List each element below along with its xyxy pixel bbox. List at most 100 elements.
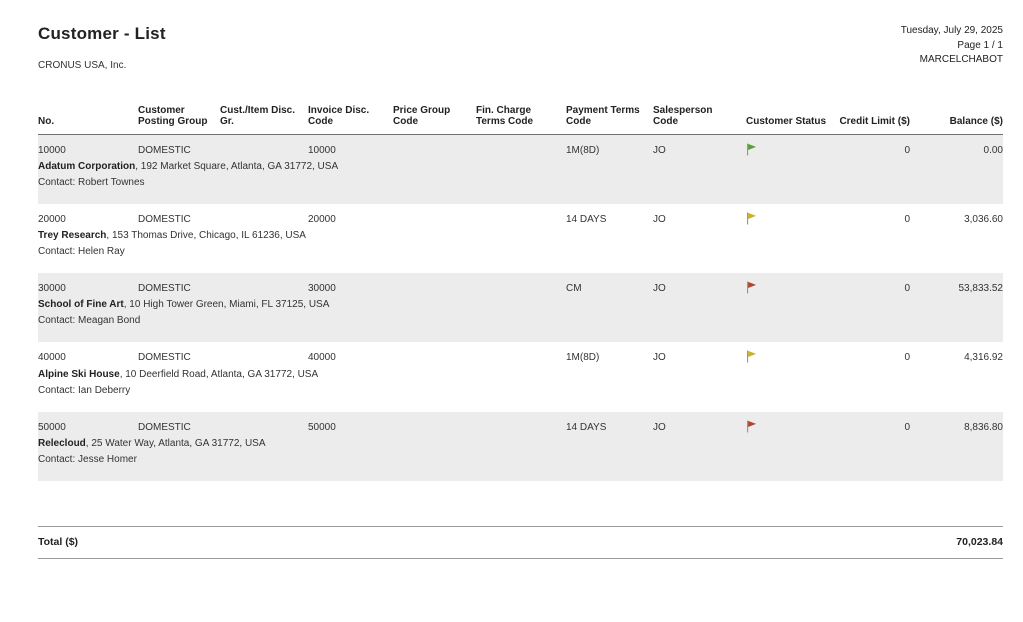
- table-header-row: No. Customer Posting Group Cust./Item Di…: [38, 105, 1003, 135]
- cell-payment-terms: 14 DAYS: [566, 214, 607, 226]
- cell-salesperson: JO: [653, 352, 666, 364]
- cell-customer-status: [746, 273, 836, 295]
- cell-price-group: [393, 204, 476, 225]
- cell-disc-gr: [220, 134, 308, 157]
- customer-row-values: 10000 DOMESTIC 10000 1M(8D) JO 0 0.00: [38, 134, 1003, 157]
- customer-name: Trey Research: [38, 230, 107, 242]
- customer-row-values: 20000 DOMESTIC 20000 14 DAYS JO 0 3,036.…: [38, 204, 1003, 225]
- customer-row-contact: Contact: Robert Townes: [38, 172, 1003, 205]
- cell-payment-terms: 1M(8D): [566, 134, 653, 157]
- cell-fin-charge: [476, 411, 566, 433]
- page-number: Page 1 / 1: [957, 39, 1003, 51]
- cell-no: 20000: [38, 214, 66, 226]
- cell-salesperson: JO: [653, 273, 746, 295]
- cell-disc-gr: [220, 273, 308, 295]
- customer-row-values: 30000 DOMESTIC 30000 CM JO 0 53,833.52: [38, 273, 1003, 295]
- cell-balance: 53,833.52: [916, 273, 1003, 295]
- col-header-balance: Balance ($): [916, 105, 1003, 135]
- cell-disc-gr: [220, 411, 308, 433]
- customer-address: , 25 Water Way, Atlanta, GA 31772, USA: [85, 437, 266, 449]
- customer-row-contact: Contact: Meagan Bond: [38, 310, 1003, 343]
- col-header-salesperson: Salesperson Code: [653, 105, 746, 135]
- cell-customer-status: [746, 134, 836, 157]
- cell-invoice-disc: 20000: [308, 214, 336, 226]
- report-user: MARCELCHABOT: [919, 54, 1003, 65]
- report-header: Customer - List CRONUS USA, Inc. Tuesday…: [38, 24, 1003, 71]
- cell-fin-charge: [476, 204, 566, 225]
- cell-payment-terms: CM: [566, 273, 653, 295]
- customer-address: , 10 High Tower Green, Miami, FL 37125, …: [123, 299, 330, 311]
- customer-row-values: 50000 DOMESTIC 50000 14 DAYS JO 0 8,836.…: [38, 411, 1003, 433]
- cell-invoice-disc: 50000: [308, 411, 393, 433]
- customer-row-name: Relecloud, 25 Water Way, Atlanta, GA 317…: [38, 432, 1003, 449]
- col-header-price-group: Price Group Code: [393, 105, 476, 135]
- status-flag-icon: [747, 350, 757, 363]
- cell-balance: 3,036.60: [964, 214, 1003, 226]
- col-header-posting-group: Customer Posting Group: [138, 105, 220, 135]
- cell-posting-group: DOMESTIC: [138, 273, 220, 295]
- cell-credit-limit: 0: [836, 134, 916, 157]
- customer-name: Relecloud: [38, 437, 86, 449]
- col-header-payment-terms: Payment Terms Code: [566, 105, 653, 135]
- cell-payment-terms: 14 DAYS: [566, 411, 653, 433]
- cell-invoice-disc: 40000: [308, 352, 336, 364]
- customer-address: , 10 Deerfield Road, Atlanta, GA 31772, …: [119, 368, 319, 380]
- cell-posting-group: DOMESTIC: [138, 134, 220, 157]
- customer-row-name: Trey Research, 153 Thomas Drive, Chicago…: [38, 225, 1003, 241]
- cell-balance: 4,316.92: [964, 352, 1003, 364]
- cell-price-group: [393, 342, 476, 363]
- cell-posting-group: DOMESTIC: [138, 411, 220, 433]
- cell-salesperson: JO: [653, 411, 746, 433]
- report-header-right: Tuesday, July 29, 2025 Page 1 / 1 MARCEL…: [901, 24, 1003, 68]
- cell-invoice-disc: 30000: [308, 273, 393, 295]
- customer-row-contact: Contact: Helen Ray: [38, 241, 1003, 273]
- customer-contact: Contact: Helen Ray: [38, 246, 125, 258]
- cell-customer-status: [746, 204, 836, 225]
- cell-fin-charge: [476, 134, 566, 157]
- status-flag-icon: [747, 212, 757, 225]
- cell-no: 40000: [38, 352, 66, 364]
- status-flag-icon: [747, 143, 757, 156]
- customer-name: School of Fine Art: [38, 299, 124, 311]
- customer-contact: Contact: Jesse Homer: [38, 448, 1003, 481]
- total-value: 70,023.84: [956, 535, 1003, 548]
- cell-posting-group: DOMESTIC: [138, 352, 191, 364]
- cell-invoice-disc: 10000: [308, 134, 393, 157]
- customer-contact: Contact: Ian Deberry: [38, 384, 131, 396]
- customer-contact: Contact: Robert Townes: [38, 172, 1003, 205]
- cell-credit-limit: 0: [836, 411, 916, 433]
- col-header-disc-gr: Cust./Item Disc. Gr.: [220, 105, 308, 135]
- customer-contact: Contact: Meagan Bond: [38, 310, 1003, 343]
- cell-payment-terms: 1M(8D): [566, 352, 600, 364]
- customer-list-table: No. Customer Posting Group Cust./Item Di…: [38, 105, 1003, 481]
- col-header-credit-limit: Credit Limit ($): [836, 105, 916, 135]
- cell-customer-status: [746, 411, 836, 433]
- report-header-left: Customer - List CRONUS USA, Inc.: [38, 24, 166, 71]
- total-label: Total ($): [38, 535, 79, 548]
- cell-price-group: [393, 411, 476, 433]
- cell-credit-limit: 0: [904, 214, 910, 226]
- cell-salesperson: JO: [653, 134, 746, 157]
- customer-row-name: Alpine Ski House, 10 Deerfield Road, Atl…: [38, 364, 1003, 380]
- col-header-customer-status: Customer Status: [746, 105, 836, 135]
- col-header-fin-charge: Fin. Charge Terms Code: [476, 105, 566, 135]
- customer-row-name: School of Fine Art, 10 High Tower Green,…: [38, 294, 1003, 311]
- col-header-invoice-disc: Invoice Disc. Code: [308, 105, 393, 135]
- report-date: Tuesday, July 29, 2025: [900, 25, 1003, 36]
- customer-row-contact: Contact: Ian Deberry: [38, 380, 1003, 412]
- customer-row-name: Adatum Corporation, 192 Market Square, A…: [38, 156, 1003, 173]
- cell-posting-group: DOMESTIC: [138, 214, 191, 226]
- company-name: CRONUS USA, Inc.: [38, 60, 127, 71]
- cell-credit-limit: 0: [836, 273, 916, 295]
- page-title: Customer - List: [38, 24, 166, 43]
- cell-no: 50000: [38, 411, 138, 433]
- cell-fin-charge: [476, 342, 566, 363]
- customer-address: , 192 Market Square, Atlanta, GA 31772, …: [135, 161, 339, 173]
- cell-price-group: [393, 134, 476, 157]
- customer-address: , 153 Thomas Drive, Chicago, IL 61236, U…: [106, 230, 306, 242]
- cell-balance: 0.00: [916, 134, 1003, 157]
- status-flag-icon: [747, 420, 757, 433]
- col-header-no: No.: [38, 105, 138, 135]
- cell-price-group: [393, 273, 476, 295]
